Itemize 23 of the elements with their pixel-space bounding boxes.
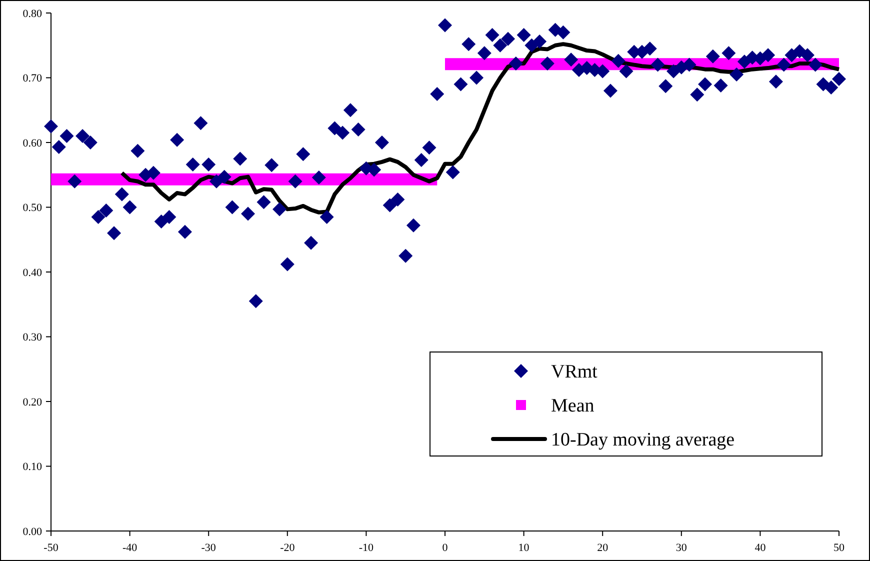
x-tick-label: -10	[358, 542, 374, 554]
legend-label: Mean	[551, 396, 595, 417]
y-tick-label: 0.60	[22, 137, 42, 150]
y-tick-label: 0.20	[22, 396, 42, 408]
y-tick-label: 0.70	[22, 72, 42, 85]
y-tick-label: 0.10	[22, 461, 42, 474]
x-tick-label: 40	[754, 542, 766, 554]
x-tick-label: 50	[834, 542, 845, 554]
y-tick-label: 0.40	[22, 266, 42, 279]
legend-label: 10-Day moving average	[551, 430, 735, 451]
x-tick-label: -20	[280, 542, 296, 554]
y-tick-label: 0.00	[22, 526, 42, 538]
x-tick-label: -30	[201, 542, 216, 554]
legend-label: VRmt	[551, 362, 598, 383]
x-tick-label: 10	[518, 542, 530, 554]
y-tick-label: 0.30	[22, 332, 42, 344]
y-tick-label: 0.80	[22, 8, 42, 20]
x-tick-label: -50	[44, 542, 59, 554]
x-tick-label: 30	[676, 542, 688, 554]
x-tick-label: 20	[597, 542, 609, 554]
x-tick-label: -40	[122, 542, 138, 554]
y-tick-label: 0.50	[22, 202, 42, 214]
x-tick-label: 0	[442, 542, 448, 554]
